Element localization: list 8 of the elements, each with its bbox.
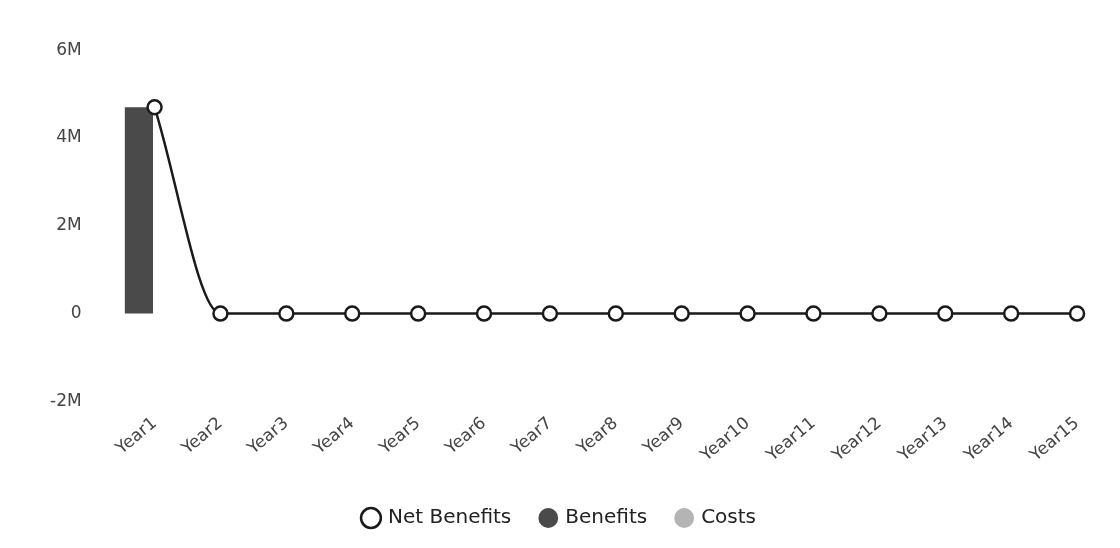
y-tick-label: 2M [56,214,82,235]
legend-label: Costs [701,504,757,529]
y-tick-label: 6M [56,38,82,59]
legend-label: Benefits [565,504,648,529]
y-tick-label: 0 [70,301,82,322]
legend-label: Net Benefits [387,504,512,529]
y-tick-label: -2M [49,389,82,410]
y-tick-label: 4M [56,126,82,147]
